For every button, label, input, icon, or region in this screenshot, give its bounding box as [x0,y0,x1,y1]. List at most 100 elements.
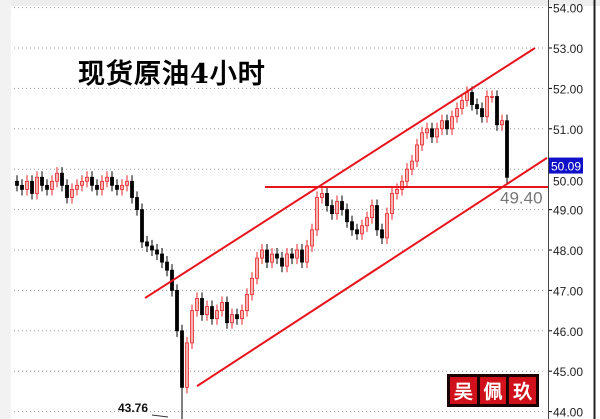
y-tick-label: 51.00 [553,123,583,137]
candle-body [350,221,354,231]
candle-body [325,193,329,206]
candle-body [95,184,99,190]
candle-body [295,249,299,259]
candle-body [365,217,369,227]
candle-body [135,197,139,210]
candle-body [175,289,179,332]
candle-body [390,193,394,215]
candle-body [340,201,344,211]
y-tick-label: 45.00 [553,365,583,379]
candle-body [230,314,234,324]
y-tick-label: 47.00 [553,284,583,298]
candle-body [40,176,44,186]
author-seal: 吴 佩 玖 [447,374,539,407]
candle-body [65,184,69,198]
y-tick-label: 53.00 [553,42,583,56]
chart-title: 现货原油4小时 [78,59,266,90]
left-strip [0,0,11,419]
candle-body [120,184,124,190]
candle-body [465,92,469,101]
candle-body [125,180,129,186]
candle-body [15,180,19,186]
candle-body [395,188,399,194]
candle-body [335,201,339,215]
candle-body [165,261,169,271]
candle-body [45,184,49,190]
candle-body [250,277,254,295]
y-tick-label: 48.00 [553,244,583,258]
candle-body [80,180,84,186]
candle-body [210,306,214,320]
candle-body [200,298,204,316]
candle-body [425,128,429,134]
candle-body [110,176,114,186]
candle-body [225,302,229,324]
candle-body [260,249,264,259]
candle-body [480,108,484,118]
candle-body [235,314,239,320]
candle-body [190,310,194,344]
top-strip [0,0,600,6]
candle-body [35,176,39,194]
candle-body [245,294,249,312]
candle-body [430,128,434,138]
trendline-lower-channel [196,157,548,387]
candle-body [385,213,389,239]
candle-body [90,176,94,186]
candle-body [140,209,144,243]
candle-body [185,342,189,388]
candle-body [60,172,64,186]
candle-body [70,188,74,198]
candle-body [160,253,164,263]
candle-body [195,298,199,312]
y-tick-label: 46.00 [553,325,583,339]
candle-body [375,205,379,231]
seal-char: 吴 [450,377,477,404]
candle-body [265,249,269,263]
candle-body [445,120,449,130]
low-point-label: 43.76 [118,401,148,415]
candle-body [105,176,109,182]
low-point-leader [151,414,169,418]
candle-body [145,241,149,247]
candle-body [215,310,219,320]
candle-body [345,209,349,223]
candle-body [205,306,209,316]
candle-body [435,128,439,138]
candle-body [55,172,59,182]
candle-body [255,257,259,279]
candle-body [415,144,419,162]
trendline-upper-channel [144,47,536,299]
candle-body [280,257,284,267]
candle-body [460,100,464,109]
candle-body [485,96,489,118]
candle-body [315,197,319,231]
candle-body [410,160,414,170]
candle-body [450,116,454,130]
candle-body [130,180,134,198]
candle-body [320,193,324,198]
y-tick-label: 44.00 [553,406,583,419]
candle-body [470,92,474,105]
price-annotation: 49.40 [500,188,543,207]
candle-body [360,225,364,235]
candle-body [75,184,79,190]
candle-body [370,205,374,219]
candle-body [290,253,294,259]
candle-body [455,108,459,118]
candle-body [355,229,359,235]
current-price-tag [549,157,583,174]
candle-body [275,253,279,259]
y-tick-label: 52.00 [553,82,583,96]
candle-body [150,245,154,251]
candle-body [300,249,304,263]
candle-body [330,205,334,215]
candle-body [180,330,184,388]
candle-body [220,302,224,311]
seal-char: 佩 [479,377,507,404]
candle-body [270,253,274,263]
candle-body [155,249,159,255]
candle-body [490,96,494,98]
